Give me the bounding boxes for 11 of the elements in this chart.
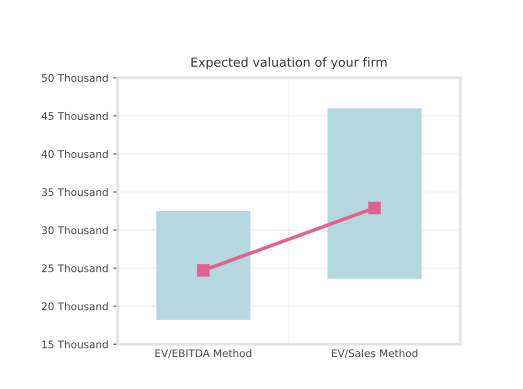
x-tick-label: EV/Sales Method (332, 349, 418, 358)
y-tick-label: 50 Thousand (42, 74, 108, 82)
y-tick-label: 15 Thousand (42, 340, 108, 348)
y-tick-label: 45 Thousand (42, 112, 108, 120)
y-tick-label: 25 Thousand (42, 264, 108, 272)
y-tick-label: 30 Thousand (42, 226, 108, 234)
y-tick-label: 20 Thousand (42, 302, 108, 310)
y-tick-label: 35 Thousand (42, 188, 108, 196)
y-tick-label: 40 Thousand (42, 150, 108, 158)
chart-title: Expected valuation of your firm (191, 57, 387, 70)
x-tick-label: EV/EBITDA Method (155, 349, 252, 358)
